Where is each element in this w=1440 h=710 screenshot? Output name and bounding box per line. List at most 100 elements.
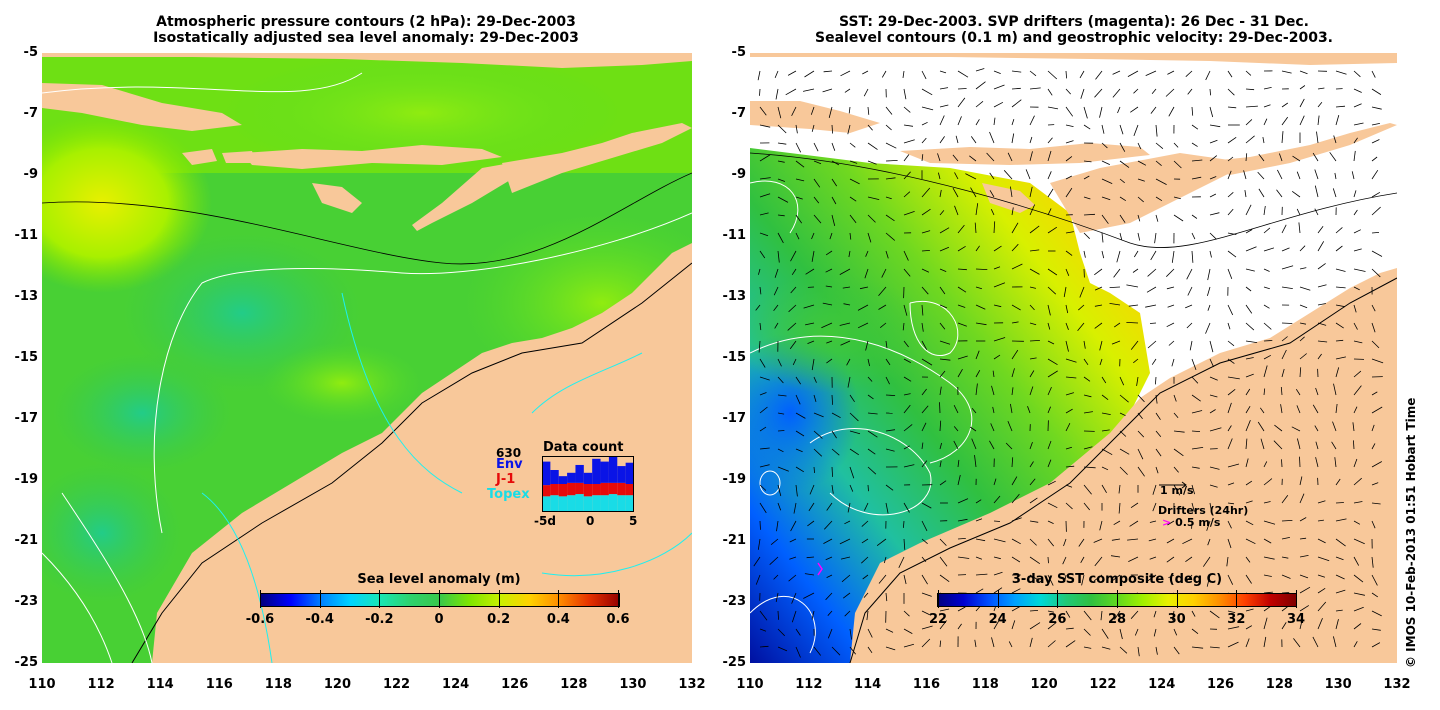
velocity-arrow (903, 139, 915, 144)
velocity-arrow (1011, 588, 1021, 594)
left-title-line1: Atmospheric pressure contours (2 hPa): 2… (156, 14, 576, 30)
velocity-arrow (921, 592, 932, 597)
velocity-arrow (755, 304, 761, 311)
data-count-inset: Data count 630 Env J-1 Topex -5d 0 5 (480, 438, 650, 534)
velocity-arrow (957, 556, 970, 559)
velocity-arrow (1079, 70, 1085, 79)
velocity-arrow (861, 538, 869, 544)
velocity-arrow (1227, 388, 1236, 396)
velocity-arrow (1119, 430, 1127, 437)
velocity-arrow (1010, 186, 1013, 198)
velocity-arrow (1011, 517, 1022, 522)
velocity-arrow (849, 178, 860, 185)
velocity-arrow (777, 484, 782, 497)
velocity-arrow (1110, 555, 1121, 558)
velocity-arrow (1262, 137, 1265, 144)
velocity-arrow (939, 574, 950, 583)
count-bar-j1 (542, 485, 551, 497)
sst-tick-label: 34 (1286, 612, 1306, 627)
velocity-arrow (831, 214, 836, 226)
velocity-arrow (939, 115, 945, 126)
velocity-arrow (990, 423, 995, 432)
velocity-arrow (1353, 304, 1357, 313)
left-y-tick: -19 (14, 472, 39, 487)
velocity-arrow (1047, 406, 1051, 414)
velocity-arrow (1334, 457, 1337, 468)
velocity-arrow (1227, 268, 1233, 280)
velocity-arrow (939, 556, 948, 567)
right-map[interactable] (750, 53, 1397, 663)
velocity-arrow (1011, 133, 1015, 144)
velocity-arrow (993, 282, 1006, 288)
velocity-arrow (795, 196, 803, 200)
count-bar-env (592, 458, 601, 484)
velocity-arrow (1166, 268, 1175, 277)
velocity-arrow (1011, 476, 1018, 486)
velocity-arrow (1081, 574, 1085, 586)
velocity-arrow (1335, 105, 1346, 108)
velocity-arrow (1065, 304, 1069, 314)
velocity-arrow (1173, 394, 1177, 402)
velocity-arrow (965, 173, 977, 180)
velocity-arrow (1047, 610, 1054, 613)
left-map[interactable] (42, 53, 692, 663)
velocity-arrow (1227, 340, 1235, 347)
velocity-arrow (1317, 101, 1323, 108)
velocity-arrow (1064, 574, 1067, 583)
left-x-tick: 132 (678, 677, 706, 692)
velocity-arrow (1335, 609, 1343, 612)
velocity-arrow (1245, 357, 1254, 360)
velocity-arrow (1209, 106, 1214, 118)
velocity-arrow (1007, 420, 1013, 432)
velocity-arrow (1263, 556, 1275, 560)
velocity-arrow (863, 592, 869, 598)
velocity-arrow (1245, 500, 1253, 504)
velocity-arrow (902, 322, 905, 331)
velocity-arrow (1101, 448, 1113, 456)
velocity-arrow (1011, 207, 1014, 216)
left-x-tick: 124 (442, 677, 470, 692)
velocity-arrow (1314, 208, 1319, 216)
velocity-arrow (1191, 466, 1200, 469)
velocity-arrow (777, 358, 782, 367)
velocity-arrow (1227, 106, 1237, 109)
velocity-arrow (1137, 196, 1144, 203)
velocity-arrow (1191, 447, 1204, 450)
velocity-arrow (825, 250, 833, 256)
velocity-arrow (1083, 376, 1091, 382)
velocity-arrow (921, 106, 934, 111)
sla-colorbar: Sea level anomaly (m) -0.6 -0.4 -0.2 0 0.2 0.… (246, 572, 630, 632)
velocity-arrow (921, 538, 928, 545)
velocity-arrow (1146, 574, 1157, 582)
velocity-arrow (1134, 628, 1139, 636)
velocity-arrow (993, 354, 1001, 360)
velocity-arrow (1209, 376, 1218, 381)
right-title-line1: SST: 29-Dec-2003. SVP drifters (magenta)… (839, 14, 1309, 30)
velocity-arrow (1153, 628, 1157, 637)
velocity-arrow (993, 266, 1001, 270)
velocity-arrow (1333, 383, 1337, 396)
velocity-arrow (1083, 358, 1089, 366)
velocity-arrow (1063, 538, 1067, 547)
legend-topex: Topex (487, 487, 530, 502)
velocity-arrow (939, 420, 942, 432)
velocity-arrow (1155, 448, 1162, 457)
velocity-arrow (1245, 322, 1255, 331)
legend-env: Env (496, 457, 523, 472)
velocity-arrow (1065, 640, 1076, 648)
velocity-arrow (903, 340, 909, 348)
velocity-arrow (864, 502, 869, 511)
velocity-arrow (1281, 265, 1294, 270)
velocity-arrow (1263, 388, 1266, 396)
velocity-arrow (1078, 304, 1085, 311)
velocity-arrow (1299, 115, 1305, 126)
velocity-arrow (1353, 103, 1362, 108)
velocity-arrow (952, 154, 959, 162)
velocity-arrow (957, 97, 966, 108)
velocity-arrow (1101, 429, 1110, 432)
velocity-arrow (1299, 586, 1311, 594)
velocity-arrow (1011, 263, 1023, 270)
velocity-arrow (1083, 646, 1092, 649)
velocity-arrow (1335, 478, 1341, 486)
velocity-arrow (1167, 304, 1175, 308)
